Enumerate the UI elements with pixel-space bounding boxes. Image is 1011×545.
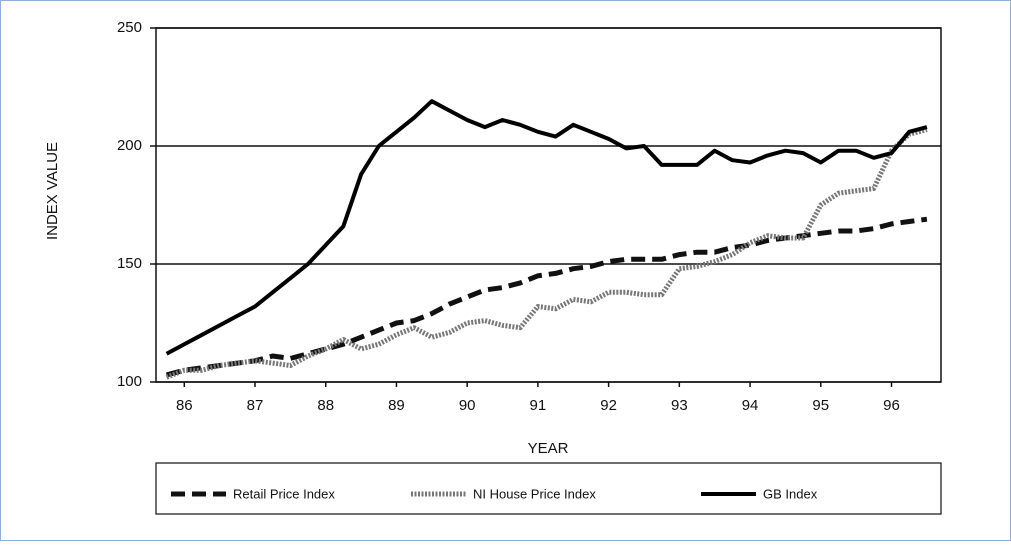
x-tick-label: 91 <box>530 397 547 414</box>
y-tick-label: 250 <box>117 19 142 36</box>
legend-label: Retail Price Index <box>233 486 335 501</box>
y-tick-label: 100 <box>117 373 142 390</box>
x-axis-title: YEAR <box>528 440 569 457</box>
legend-box <box>155 462 942 515</box>
x-tick-label: 88 <box>317 397 334 414</box>
x-tick-label: 89 <box>388 397 405 414</box>
x-tick-label: 90 <box>459 397 476 414</box>
legend-label: GB Index <box>763 486 818 501</box>
x-tick-label: 92 <box>600 397 617 414</box>
x-tick-label: 87 <box>247 397 264 414</box>
series-line <box>165 127 928 380</box>
legend-label: NI House Price Index <box>473 486 596 501</box>
y-axis-title: INDEX VALUE <box>44 142 61 240</box>
series-line <box>165 216 928 378</box>
series-line <box>165 99 928 356</box>
x-tick-label: 96 <box>883 397 900 414</box>
x-tick-label: 94 <box>742 397 759 414</box>
x-tick-label: 86 <box>176 397 193 414</box>
y-tick-label: 200 <box>117 137 142 154</box>
plot-frame <box>155 27 942 383</box>
y-tick-label: 150 <box>117 255 142 272</box>
x-tick-label: 95 <box>812 397 829 414</box>
x-tick-label: 93 <box>671 397 688 414</box>
